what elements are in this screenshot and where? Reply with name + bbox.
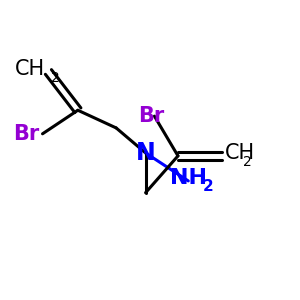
Text: 2: 2 [51,71,60,85]
Text: 2: 2 [243,155,251,169]
Text: N: N [136,141,155,165]
Text: Br: Br [13,124,40,144]
Text: CH: CH [15,59,46,79]
Text: CH: CH [225,143,255,163]
Text: 2: 2 [203,179,214,194]
Text: Br: Br [138,106,165,126]
Text: NH: NH [170,168,207,188]
